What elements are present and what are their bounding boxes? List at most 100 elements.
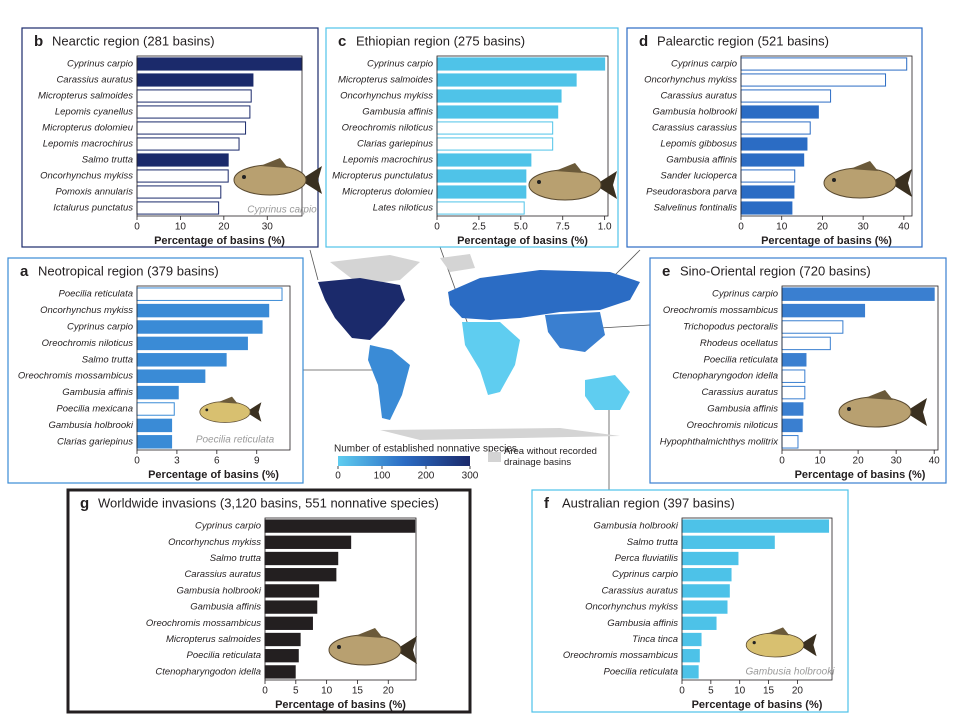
category-label: Cyprinus carpio [671,59,737,70]
category-label: Oncorhynchus mykiss [644,75,737,86]
fish-illustration [528,163,617,201]
x-tick-label: 30 [858,222,870,233]
fish-body [199,401,251,423]
bar [781,303,866,318]
category-label: Carassius auratus [184,569,261,580]
x-tick-label: 3 [174,456,180,467]
fish-illustration [233,158,322,196]
connector [599,324,651,329]
x-axis-label: Percentage of basins (%) [795,469,926,481]
x-tick-label: 20 [218,222,230,233]
bar [436,137,554,151]
category-label: Lepomis macrochirus [343,155,434,166]
bar [781,418,803,433]
plot-frame [436,55,609,217]
bar [136,105,251,119]
category-label: Gambusia affinis [707,404,778,415]
fish-eye [847,407,851,411]
fish-eye [832,178,836,182]
bar [740,121,811,135]
x-axis-label: Percentage of basins (%) [148,469,279,481]
land-no-data [330,255,420,285]
category-label: Lepomis cyanellus [55,107,133,118]
fish-fin [850,161,878,171]
x-axis-label: Percentage of basins (%) [457,235,588,247]
plot-frame [136,55,303,217]
bar [136,137,240,151]
connector [309,249,319,281]
category-label: Oreochromis niloticus [687,420,779,431]
bar [136,353,227,367]
category-label: Gambusia holbrooki [49,420,134,431]
bar [136,73,254,87]
bar [136,418,173,433]
x-tick-label: 10 [814,456,826,467]
x-tick-label: 2.5 [472,222,486,233]
x-tick-label: 0 [134,222,140,233]
bar [136,57,303,71]
category-label: Micropterus dolomieu [42,123,134,134]
fish-illustration [838,390,927,428]
fish-fin [218,396,238,404]
x-tick-label: 10 [734,686,746,697]
category-label: Salmo trutta [210,553,261,564]
category-label: Pseudorasbora parva [646,187,737,198]
panel-letter: b [34,33,43,50]
panel-letter: c [338,33,346,50]
category-label: Trichopodus pectoralis [683,322,778,333]
category-label: Cyprinus carpio [367,59,433,70]
bar [781,435,799,449]
plot-frame [136,285,291,451]
x-tick-label: 15 [763,686,775,697]
x-tick-label: 5 [708,686,714,697]
bar [681,600,728,614]
bar [681,665,699,679]
x-tick-label: 0 [679,686,685,697]
bar [264,551,339,566]
bar [136,201,220,215]
bar [681,616,717,630]
x-tick-label: 0 [738,222,744,233]
fish-body [328,634,402,666]
fish-body [528,169,602,201]
bar [781,287,935,301]
land-australian [585,375,630,410]
category-label: Micropterus salmoides [338,75,433,86]
fish-eye [205,408,209,412]
fish-fin [555,163,583,173]
panel-title: Ethiopian region (275 basins) [356,33,525,48]
category-label: Poecilia reticulata [704,354,778,365]
x-axis-label: Percentage of basins (%) [154,235,285,247]
x-tick-label: 30 [262,222,274,233]
bar [681,649,700,663]
bar [264,568,337,582]
panel-letter: d [639,33,648,50]
panel-letter: a [20,263,29,280]
fish-tail [395,636,417,664]
colorbar [338,456,470,466]
category-label: Salvelinus fontinalis [654,203,738,214]
bar [436,201,525,215]
no-data-swatch [488,452,501,462]
x-tick-label: 10 [175,222,187,233]
category-label: Lates niloticus [373,203,433,214]
category-label: Perca fluviatilis [615,553,679,564]
category-label: Micropterus dolomieu [342,187,434,198]
fish-eye [752,641,756,645]
bar [740,89,832,103]
plot-frame [681,517,833,681]
bar [436,105,559,119]
x-axis-label: Percentage of basins (%) [692,699,823,711]
category-label: Carassius auratus [701,387,778,398]
x-tick-label: 40 [929,456,941,467]
category-label: Carassius auratus [601,585,678,596]
category-label: Lepomis gibbosus [660,139,737,150]
bar [136,89,252,103]
x-tick-label: 10 [776,222,788,233]
x-tick-label: 20 [383,686,395,697]
category-label: Micropterus salmoides [166,634,261,645]
bar [740,153,805,167]
land-palearctic [448,270,640,320]
bar [436,73,577,87]
